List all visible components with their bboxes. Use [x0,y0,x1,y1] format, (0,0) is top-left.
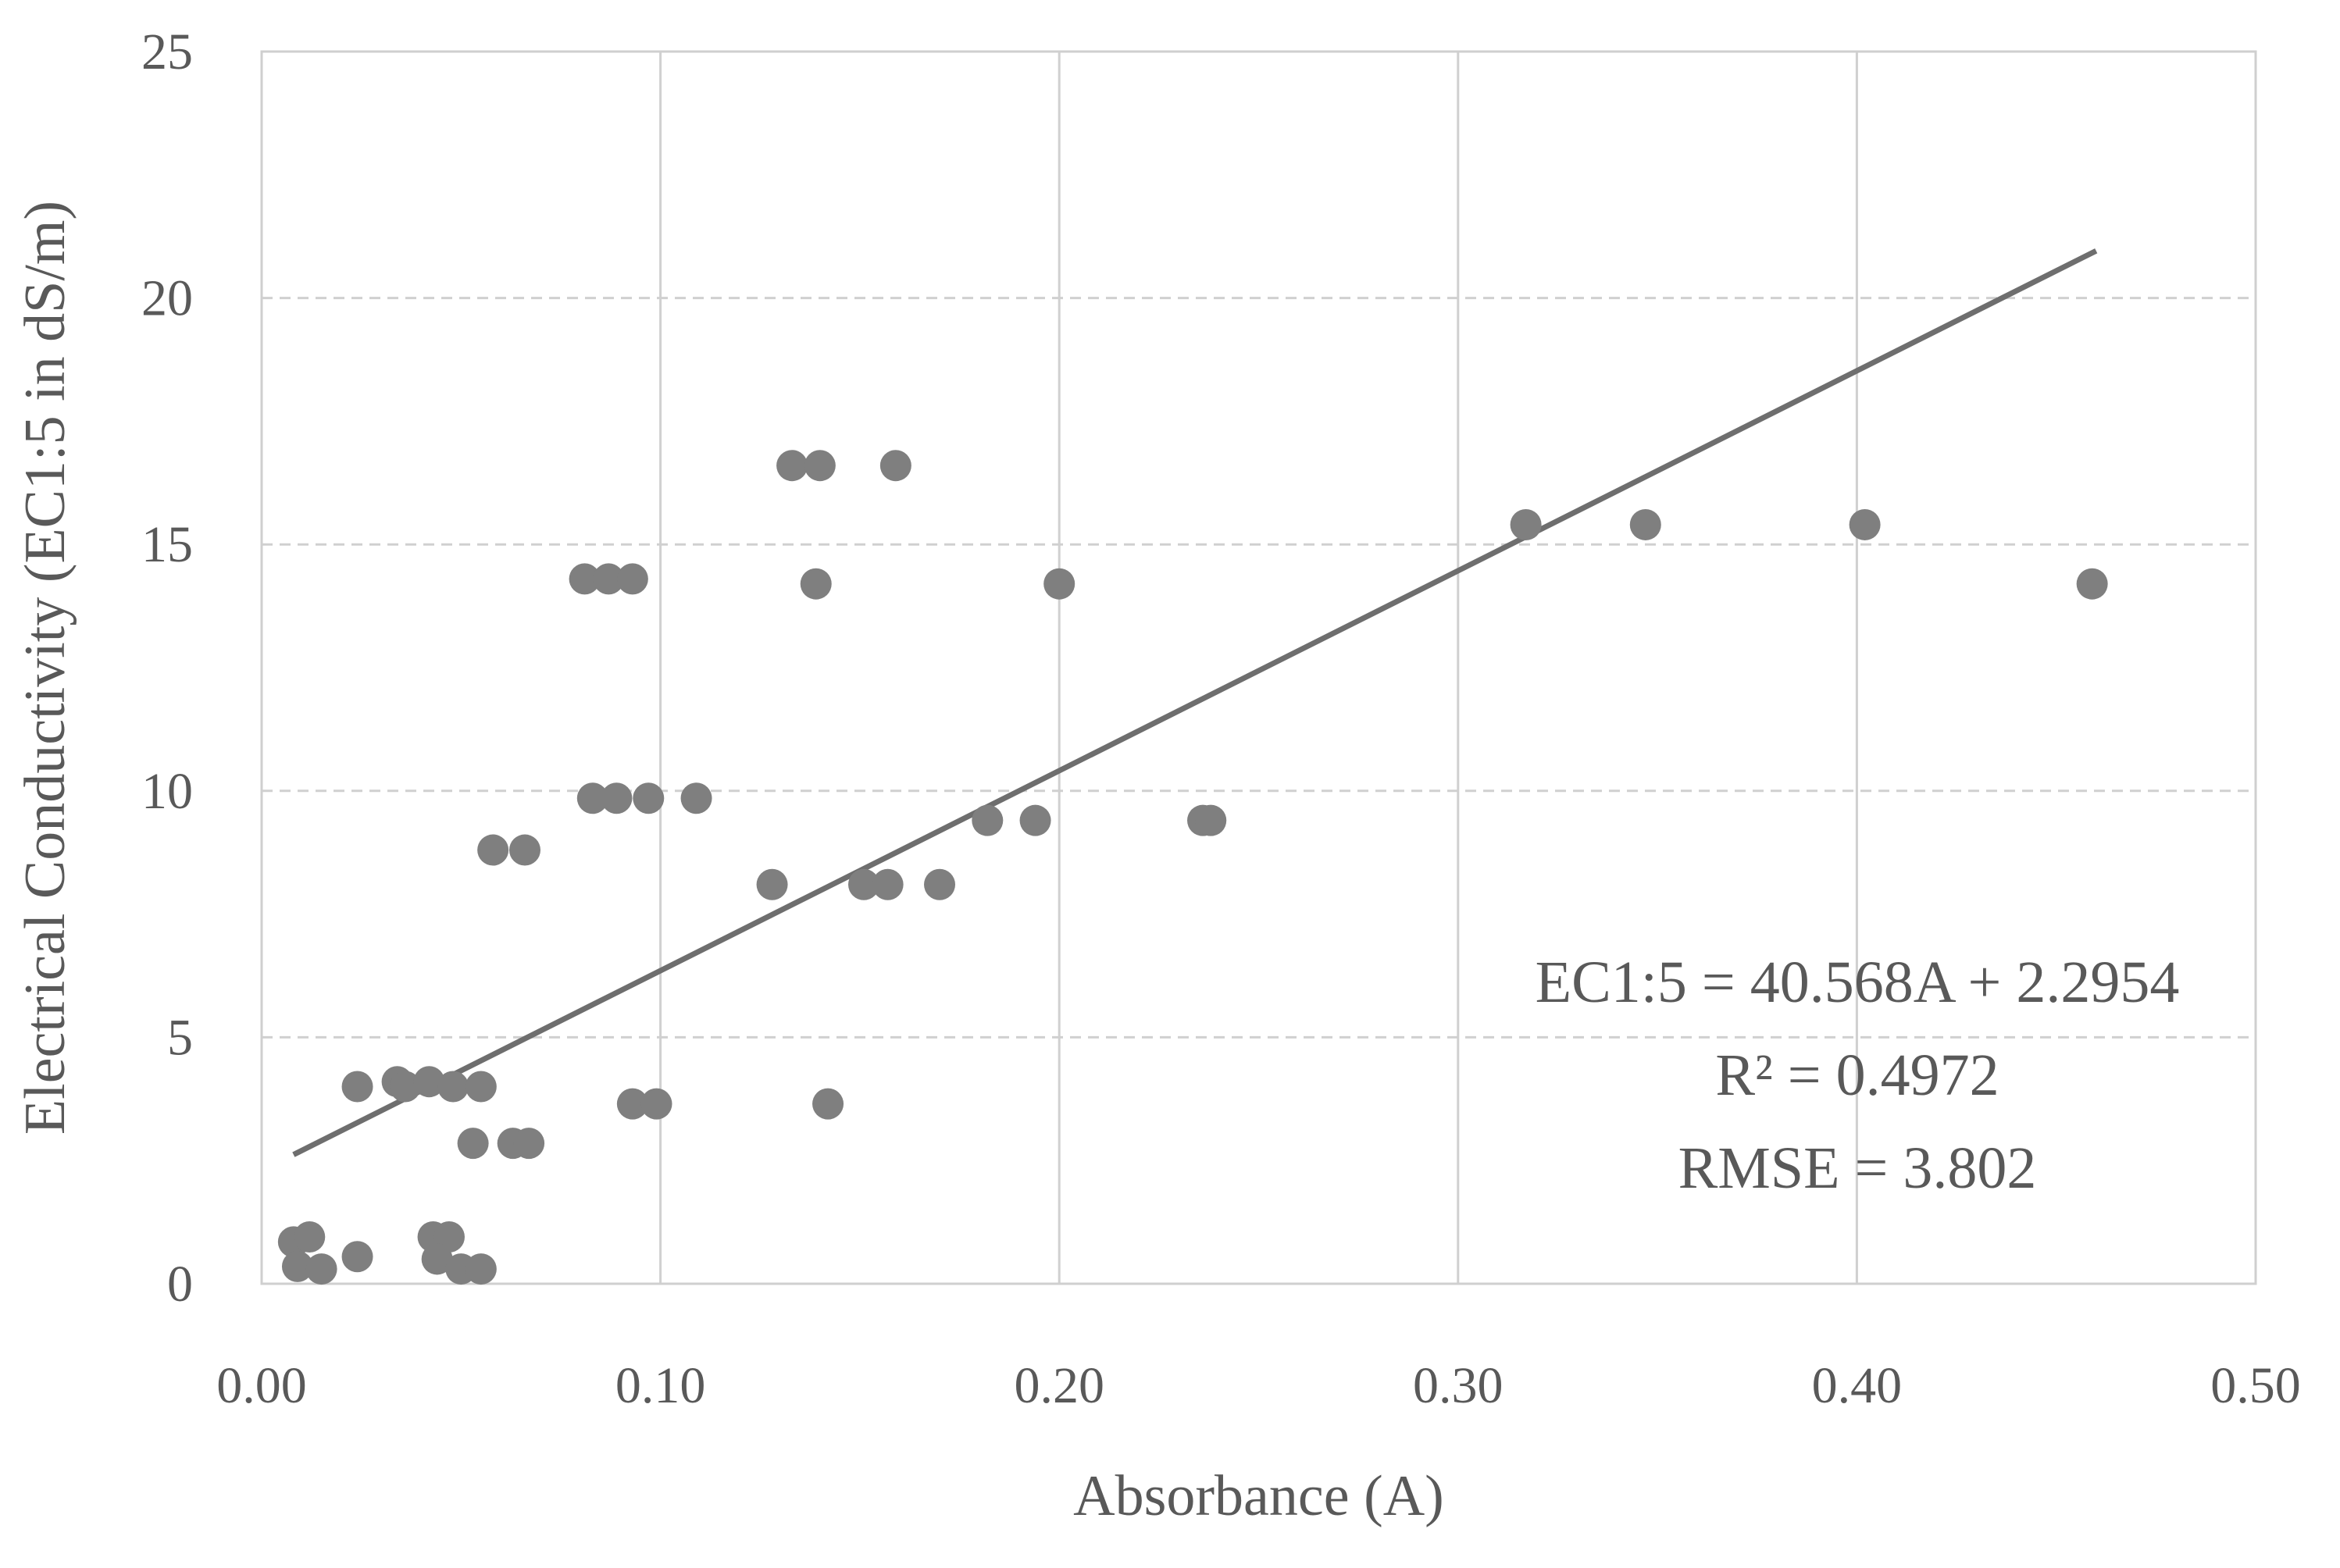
data-point [576,782,608,814]
x-tick-label: 0.20 [1014,1357,1104,1414]
plot-area-frame [260,50,2257,1285]
data-point [680,782,712,814]
data-point [924,868,956,900]
trendline-group [292,248,2098,1157]
x-tick-label: 0.30 [1413,1357,1504,1414]
data-point [616,563,648,595]
y-axis-ticks: 0 5 10 15 20 25 [141,23,193,1313]
data-point [812,1088,844,1120]
data-point [972,804,1004,836]
data-point [872,868,904,900]
rmse-annotation: RMSE = 3.802 [1678,1135,2037,1201]
data-point [593,563,625,595]
data-point [848,868,880,900]
y-tick-label: 0 [167,1256,193,1313]
data-point [421,1243,453,1275]
data-point [879,450,911,482]
data-point [305,1253,337,1285]
data-point [281,1250,313,1282]
y-tick-label: 15 [141,516,193,573]
x-tick-label: 0.50 [2210,1357,2301,1414]
equation-annotation: EC1:5 = 40.568A + 2.2954 [1536,950,2180,1015]
data-point [756,868,788,900]
data-point [513,1128,545,1160]
data-point [1195,804,1227,836]
data-point [465,1253,497,1285]
data-point [437,1071,469,1103]
trendline [292,248,2098,1157]
data-point [294,1221,326,1253]
data-point [465,1071,497,1103]
data-point [1629,508,1661,540]
x-axis-title: Absorbance (A) [1073,1464,1444,1528]
data-point [457,1128,489,1160]
x-axis-ticks: 0.00 0.10 0.20 0.30 0.40 0.50 [216,1357,2301,1414]
x-tick-label: 0.00 [216,1357,307,1414]
y-tick-label: 5 [167,1009,193,1066]
x-tick-label: 0.10 [615,1357,706,1414]
data-point [508,834,540,866]
data-point [341,1241,373,1273]
data-point [2076,568,2108,600]
r-squared-annotation: R² = 0.4972 [1715,1042,1999,1108]
y-tick-label: 10 [141,763,193,820]
data-point [601,782,633,814]
data-point [477,834,509,866]
data-point [1019,804,1051,836]
data-point [1043,568,1075,600]
data-point [1510,508,1542,540]
data-point [1849,508,1881,540]
data-point [389,1071,421,1103]
data-point [776,450,808,482]
y-tick-label: 20 [141,270,193,327]
data-points [277,450,2108,1285]
data-point [800,568,832,600]
data-point [804,450,836,482]
data-point [413,1066,445,1098]
y-axis-title: Electrical Conductivity (EC1:5 in dS/m) [13,201,77,1135]
data-point [616,1088,648,1120]
data-point [640,1088,672,1120]
data-point [633,782,665,814]
y-tick-label: 25 [141,23,193,80]
data-point [569,563,601,595]
x-tick-label: 0.40 [1812,1357,1903,1414]
data-point [341,1071,373,1103]
